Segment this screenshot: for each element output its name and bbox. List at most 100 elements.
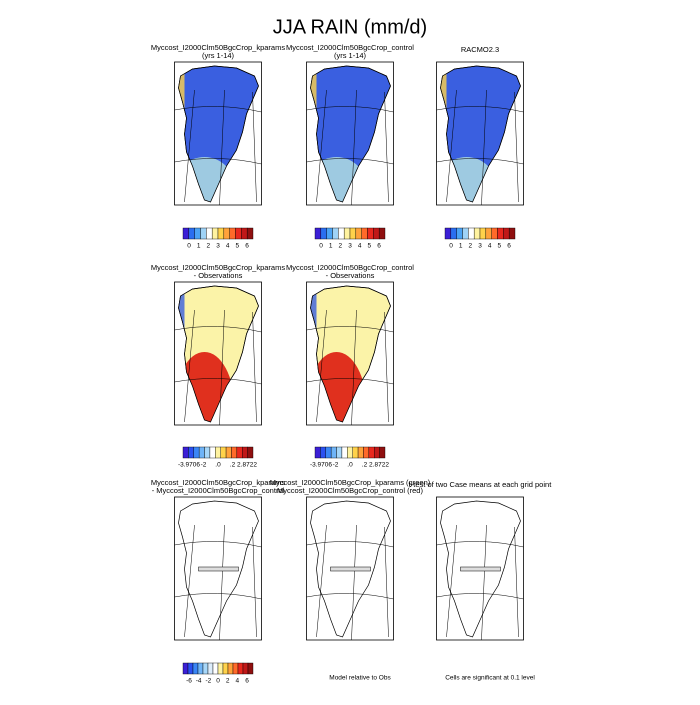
map-panel bbox=[174, 61, 262, 206]
colorbar-label: 2 bbox=[207, 243, 211, 250]
colorbar-label: .0 bbox=[347, 462, 353, 469]
meridian bbox=[351, 309, 357, 426]
parallel bbox=[306, 106, 394, 113]
meridian bbox=[481, 524, 487, 641]
colorbar-box bbox=[222, 662, 229, 675]
colorbar-label: 0 bbox=[449, 243, 453, 250]
colorbar-box bbox=[462, 227, 469, 240]
colorbar-box bbox=[206, 227, 213, 240]
colorbar-box bbox=[192, 662, 199, 675]
colorbar-box bbox=[456, 227, 463, 240]
colorbar-box bbox=[373, 227, 380, 240]
colorbar-label: -3.9706 bbox=[178, 462, 200, 469]
panel-title: Myccost_I2000Clm50BgcCrop_kparams (green… bbox=[270, 478, 431, 487]
colorbar-box bbox=[473, 227, 481, 240]
panel-title: RACMO2.3 bbox=[461, 45, 499, 54]
colorbar-box bbox=[343, 227, 351, 240]
colorbar-label: 2.8722 bbox=[237, 462, 257, 469]
parallel bbox=[174, 541, 262, 548]
colorbar-label: 6 bbox=[507, 243, 511, 250]
colorbar-label: 0 bbox=[216, 678, 220, 685]
colorbar-label: 3 bbox=[216, 243, 220, 250]
colorbar-box bbox=[207, 662, 214, 675]
colorbar-box bbox=[355, 227, 362, 240]
colorbar-box bbox=[379, 446, 386, 459]
panel-note: Model relative to Obs bbox=[329, 675, 391, 682]
colorbar-box bbox=[330, 446, 337, 459]
colorbar-box bbox=[232, 662, 239, 675]
colorbar-label: 3 bbox=[478, 243, 482, 250]
colorbar-box bbox=[237, 662, 244, 675]
colorbar-label: 5 bbox=[368, 243, 372, 250]
figure-title: JJA RAIN (mm/d) bbox=[273, 16, 427, 38]
colorbar-box bbox=[225, 446, 232, 459]
panel-title: t-test of two Case means at each grid po… bbox=[409, 480, 552, 489]
panel-title: (yrs 1-14) bbox=[334, 51, 367, 60]
panel-title: - Observations bbox=[194, 271, 243, 280]
parallel bbox=[436, 593, 524, 600]
colorbar-box bbox=[341, 446, 348, 459]
legend-box bbox=[330, 566, 371, 572]
colorbar-box bbox=[468, 227, 475, 240]
meridian bbox=[481, 89, 487, 206]
panel-title: Myccost_I2000Clm50BgcCrop_control (red) bbox=[277, 486, 423, 495]
colorbar-box bbox=[314, 227, 322, 240]
colorbar-box bbox=[349, 227, 357, 240]
colorbar-box bbox=[450, 227, 457, 240]
meridian bbox=[351, 89, 357, 206]
colorbar-box bbox=[326, 227, 333, 240]
map-panel bbox=[174, 281, 262, 426]
colorbar-label: .2 bbox=[362, 462, 368, 469]
colorbar-box bbox=[332, 227, 339, 240]
colorbar-box bbox=[247, 662, 254, 675]
parallel bbox=[306, 541, 394, 548]
colorbar-box bbox=[374, 446, 380, 459]
colorbar-label: -4 bbox=[196, 678, 202, 685]
colorbar-box bbox=[187, 662, 194, 675]
panel-title: (yrs 1-14) bbox=[202, 51, 235, 60]
colorbar-label: 6 bbox=[377, 243, 381, 250]
colorbar-box bbox=[320, 446, 326, 459]
colorbar-label: -2 bbox=[333, 462, 339, 469]
meridian bbox=[316, 89, 327, 203]
parallel bbox=[174, 378, 262, 385]
parallel bbox=[436, 541, 524, 548]
colorbar-label: -2 bbox=[205, 678, 211, 685]
colorbar-box bbox=[217, 227, 225, 240]
legend-box bbox=[460, 566, 501, 572]
colorbar-box bbox=[241, 227, 248, 240]
colorbar-box bbox=[352, 446, 359, 459]
colorbar-box bbox=[367, 227, 374, 240]
panel-title: Myccost_I2000Clm50BgcCrop_kparams bbox=[151, 263, 285, 272]
meridian bbox=[219, 524, 225, 641]
colorbar-box bbox=[182, 446, 189, 459]
colorbar-box bbox=[503, 227, 510, 240]
colorbar-label: 4 bbox=[488, 243, 492, 250]
colorbar-box bbox=[202, 662, 209, 675]
colorbar-label: 1 bbox=[197, 243, 201, 250]
colorbar-box bbox=[182, 662, 189, 675]
meridian bbox=[446, 524, 457, 638]
colorbar-box bbox=[204, 446, 211, 459]
colorbar-label: 6 bbox=[245, 678, 249, 685]
panel-title: Myccost_I2000Clm50BgcCrop_control bbox=[286, 263, 414, 272]
parallel bbox=[174, 106, 262, 113]
colorbar-box bbox=[242, 662, 249, 675]
colorbar-box bbox=[182, 227, 190, 240]
map-panel bbox=[306, 496, 394, 641]
map-panel bbox=[436, 496, 524, 641]
colorbar-box bbox=[361, 227, 368, 240]
parallel bbox=[306, 158, 394, 165]
colorbar-box bbox=[235, 227, 242, 240]
parallel bbox=[174, 326, 262, 333]
colorbar-box bbox=[215, 446, 221, 459]
colorbar-box bbox=[508, 227, 516, 240]
colorbar-box bbox=[231, 446, 238, 459]
panel-title: Myccost_I2000Clm50BgcCrop_control bbox=[286, 43, 414, 52]
colorbar-box bbox=[198, 446, 205, 459]
colorbar-box bbox=[378, 227, 386, 240]
colorbar-box bbox=[217, 662, 224, 675]
parallel bbox=[436, 158, 524, 165]
meridian bbox=[184, 309, 195, 423]
colorbar-label: 0 bbox=[319, 243, 323, 250]
